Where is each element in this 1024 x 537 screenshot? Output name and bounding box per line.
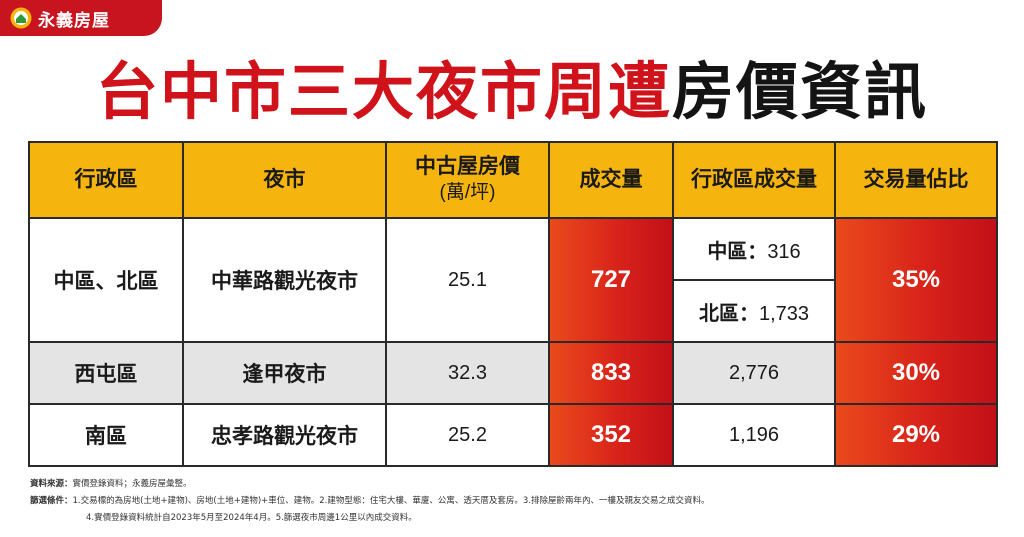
price-table: 行政區 夜市 中古屋房價 (萬/坪) 成交量 行政區成交量 交易量佔比 中區、北… bbox=[28, 141, 998, 467]
district-a-label: 中區： bbox=[707, 240, 768, 263]
cell-volume: 833 bbox=[548, 341, 674, 405]
cell-district: 南區 bbox=[28, 403, 184, 467]
title-red-part: 台中市三大夜市周遭 bbox=[95, 55, 672, 128]
cell-volume: 352 bbox=[548, 403, 674, 467]
cell-district-volume: 1,196 bbox=[672, 403, 836, 467]
cell-district: 中區、北區 bbox=[28, 217, 184, 343]
cell-share: 35% bbox=[834, 217, 998, 343]
table-row: 西屯區 逢甲夜市 32.3 833 2,776 30% bbox=[28, 341, 998, 405]
filter-note: 篩選條件：1.交易標的為房地(土地+建物)、房地(土地+建物)+車位、建物。2.… bbox=[30, 493, 1010, 510]
cell-district-volume-b: 北區：1,733 bbox=[672, 279, 836, 343]
cell-district: 西屯區 bbox=[28, 341, 184, 405]
cell-market: 逢甲夜市 bbox=[182, 341, 387, 405]
source-label: 資料來源： bbox=[30, 479, 73, 489]
brand-name: 永義房屋 bbox=[38, 10, 110, 31]
cell-price: 25.1 bbox=[385, 217, 550, 343]
title-black-part: 房價資訊 bbox=[672, 55, 929, 128]
district-b-label: 北區： bbox=[698, 302, 759, 325]
header-district: 行政區 bbox=[28, 141, 184, 219]
table-row: 中區、北區 中華路觀光夜市 25.1 727 中區：316 35% bbox=[28, 217, 998, 343]
page-title: 台中市三大夜市周遭房價資訊 bbox=[0, 52, 1024, 132]
filter-label: 篩選條件： bbox=[30, 496, 73, 506]
cell-price: 25.2 bbox=[385, 403, 550, 467]
header-price-line1: 中古屋房價 bbox=[415, 155, 520, 178]
cell-district-volume-a: 中區：316 bbox=[672, 217, 836, 281]
brand-logo: 永義房屋 bbox=[0, 0, 162, 36]
cell-district-volume: 2,776 bbox=[672, 341, 836, 405]
filter-text-1: 1.交易標的為房地(土地+建物)、房地(土地+建物)+車位、建物。2.建物型態：… bbox=[72, 496, 710, 506]
table-row-sub: 北區：1,733 bbox=[29, 279, 997, 343]
table-header-row: 行政區 夜市 中古屋房價 (萬/坪) 成交量 行政區成交量 交易量佔比 bbox=[28, 141, 998, 219]
header-district-volume: 行政區成交量 bbox=[672, 141, 836, 219]
header-market: 夜市 bbox=[182, 141, 387, 219]
cell-market: 忠孝路觀光夜市 bbox=[182, 403, 387, 467]
source-text: 實價登錄資料；永義房屋彙整。 bbox=[72, 479, 192, 489]
header-price-line2: (萬/坪) bbox=[439, 182, 496, 203]
house-logo-icon bbox=[10, 7, 32, 29]
header-volume: 成交量 bbox=[548, 141, 674, 219]
district-b-value: 1,733 bbox=[758, 302, 810, 325]
header-price: 中古屋房價 (萬/坪) bbox=[385, 141, 550, 219]
cell-price: 32.3 bbox=[385, 341, 550, 405]
cell-share: 29% bbox=[834, 403, 998, 467]
footnotes: 資料來源：實價登錄資料；永義房屋彙整。 篩選條件：1.交易標的為房地(土地+建物… bbox=[30, 476, 1010, 527]
source-note: 資料來源：實價登錄資料；永義房屋彙整。 bbox=[30, 476, 1010, 493]
cell-volume: 727 bbox=[548, 217, 674, 343]
table-row: 南區 忠孝路觀光夜市 25.2 352 1,196 29% bbox=[28, 403, 998, 467]
filter-note-2: 4.實價登錄資料統計自2023年5月至2024年4月。5.篩選夜市周邊1公里以內… bbox=[86, 513, 417, 523]
cell-market: 中華路觀光夜市 bbox=[182, 217, 387, 343]
district-a-value: 316 bbox=[767, 240, 801, 263]
cell-share: 30% bbox=[834, 341, 998, 405]
header-share: 交易量佔比 bbox=[834, 141, 998, 219]
